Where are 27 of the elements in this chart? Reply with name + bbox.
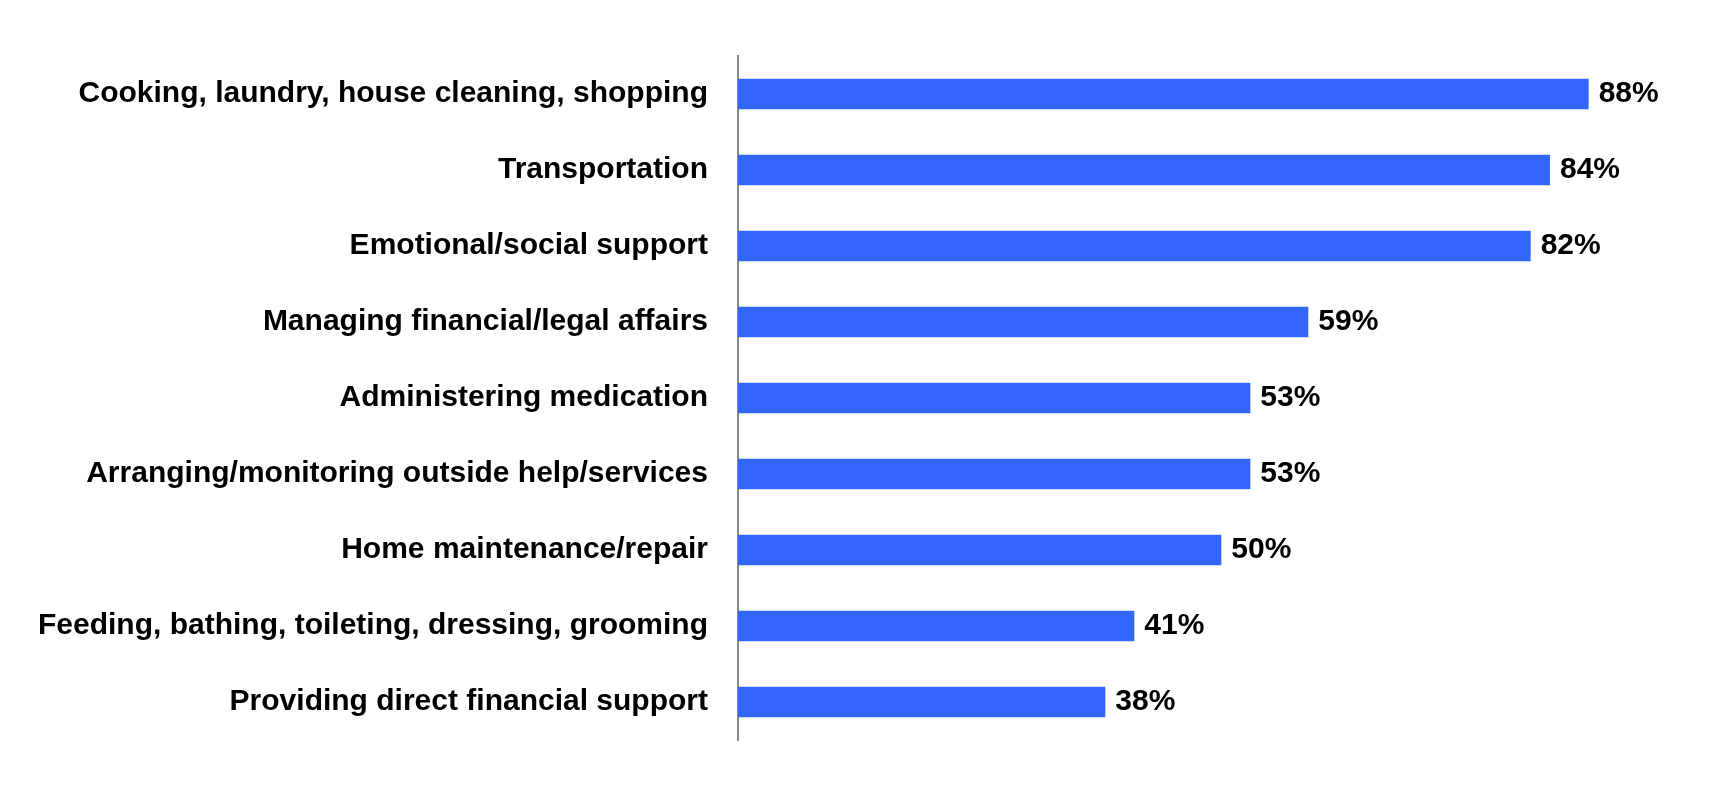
bar — [737, 686, 1106, 718]
bar — [737, 610, 1135, 642]
y-tick-label: Feeding, bathing, toileting, dressing, grooming — [37, 607, 708, 641]
y-tick-label: Providing direct financial support — [229, 683, 708, 717]
y-tick-label: Home maintenance/repair — [341, 531, 709, 565]
data-label: 59% — [1318, 303, 1379, 337]
bar — [737, 78, 1589, 110]
data-label: 88% — [1598, 75, 1659, 109]
y-tick-label: Administering medication — [339, 379, 708, 413]
y-tick-label: Arranging/monitoring outside help/services — [86, 455, 708, 489]
y-tick-label: Managing financial/legal affairs — [262, 303, 708, 337]
data-label: 53% — [1260, 455, 1321, 489]
bar — [737, 534, 1222, 566]
y-tick-label: Transportation — [497, 151, 708, 185]
bar — [737, 458, 1251, 490]
y-tick-label: Cooking, laundry, house cleaning, shopping — [78, 75, 708, 109]
data-label: 82% — [1540, 227, 1601, 261]
data-label: 50% — [1231, 531, 1292, 565]
data-label: 38% — [1115, 683, 1176, 717]
bar — [737, 230, 1531, 262]
bar — [737, 382, 1251, 414]
y-tick-label: Emotional/social support — [349, 227, 708, 261]
data-label: 84% — [1560, 151, 1621, 185]
data-label: 53% — [1260, 379, 1321, 413]
data-label: 41% — [1144, 607, 1205, 641]
bar — [737, 154, 1550, 186]
bar — [737, 306, 1309, 338]
